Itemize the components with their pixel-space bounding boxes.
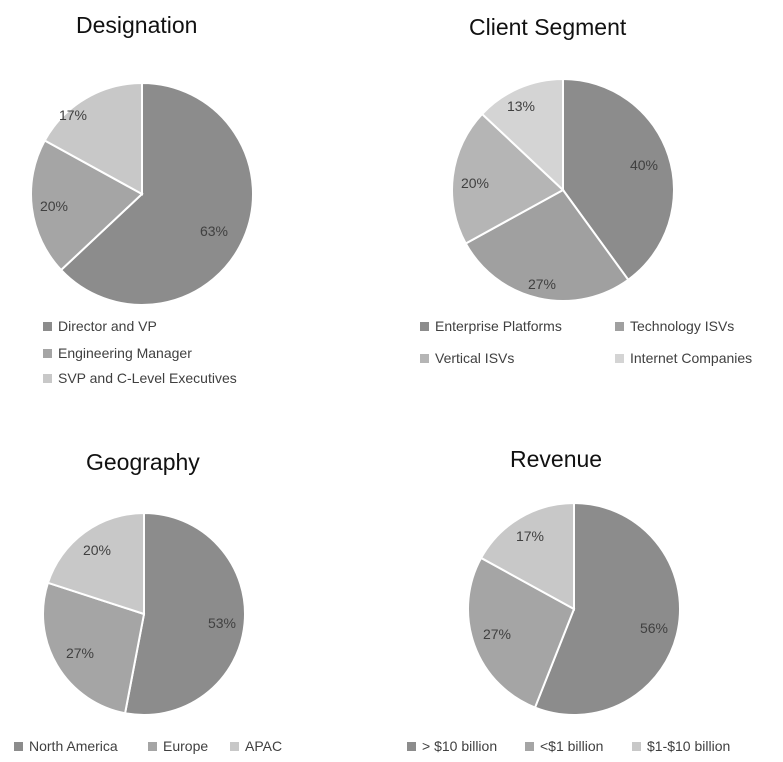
data-label: 27% xyxy=(528,276,556,292)
pie-slice xyxy=(464,188,630,302)
legend-label: Enterprise Platforms xyxy=(435,318,562,334)
legend-item: Director and VP xyxy=(43,318,157,334)
data-label: 13% xyxy=(507,98,535,114)
data-label: 20% xyxy=(83,542,111,558)
pie-slice xyxy=(123,511,246,716)
legend-item: Technology ISVs xyxy=(615,318,734,334)
data-label: 27% xyxy=(483,626,511,642)
pie-slice xyxy=(533,501,681,716)
legend-swatch xyxy=(230,741,239,751)
pie-slice xyxy=(46,511,145,616)
legend-swatch xyxy=(407,741,416,751)
legend-label: APAC xyxy=(245,738,283,754)
pie-slice xyxy=(451,112,565,245)
legend-swatch xyxy=(525,741,534,751)
legend-swatch xyxy=(14,741,23,751)
legend-item: APAC xyxy=(230,738,282,754)
legend-item: Enterprise Platforms xyxy=(420,318,562,334)
legend-label: Director and VP xyxy=(58,318,157,334)
chart-title: Geography xyxy=(86,449,200,475)
legend-label: <$1 billion xyxy=(540,738,604,754)
legend-item: Internet Companies xyxy=(615,350,752,366)
legend-item: Engineering Manager xyxy=(43,345,192,361)
legend-label: > $10 billion xyxy=(422,738,498,754)
legend-swatch xyxy=(148,741,157,751)
legend-swatch xyxy=(420,353,429,363)
legend-swatch xyxy=(615,321,624,331)
legend-item: Vertical ISVs xyxy=(420,350,514,366)
data-label: 56% xyxy=(640,620,668,636)
data-label: 17% xyxy=(59,107,87,123)
pie-slice xyxy=(42,581,146,715)
legend-label: Internet Companies xyxy=(630,350,753,366)
legend-label: Technology ISVs xyxy=(630,318,735,334)
legend-swatch xyxy=(43,348,52,358)
data-label: 27% xyxy=(66,645,94,661)
data-label: 20% xyxy=(40,198,68,214)
legend-swatch xyxy=(615,353,624,363)
legend-label: Europe xyxy=(163,738,209,754)
legend-item: <$1 billion xyxy=(525,738,603,754)
pie-slice xyxy=(30,139,144,272)
pie-slice xyxy=(562,77,675,282)
pie-slice xyxy=(480,77,564,193)
pie-slice xyxy=(59,81,254,306)
data-label: 53% xyxy=(208,615,236,631)
data-label: 63% xyxy=(200,223,228,239)
chart-title: Designation xyxy=(76,12,198,38)
legend-label: North America xyxy=(29,738,118,754)
data-label: 40% xyxy=(630,157,658,173)
pie-slice xyxy=(479,501,575,611)
legend-label: Engineering Manager xyxy=(58,345,192,361)
legend-label: Vertical ISVs xyxy=(435,350,515,366)
pie-slice xyxy=(43,81,143,196)
legend-swatch xyxy=(43,373,52,383)
legend-swatch xyxy=(632,741,641,751)
legend-swatch xyxy=(43,321,52,331)
legend-item: > $10 billion xyxy=(407,738,497,754)
legend-swatch xyxy=(420,321,429,331)
legend-item: North America xyxy=(14,738,118,754)
legend-item: $1-$10 billion xyxy=(632,738,730,754)
data-label: 17% xyxy=(516,528,544,544)
legend-item: Europe xyxy=(148,738,208,754)
chart-title: Client Segment xyxy=(469,14,627,40)
legend-label: $1-$10 billion xyxy=(647,738,731,754)
legend-item: SVP and C-Level Executives xyxy=(43,370,237,386)
legend-label: SVP and C-Level Executives xyxy=(58,370,237,386)
data-label: 20% xyxy=(461,175,489,191)
chart-title: Revenue xyxy=(510,446,603,472)
